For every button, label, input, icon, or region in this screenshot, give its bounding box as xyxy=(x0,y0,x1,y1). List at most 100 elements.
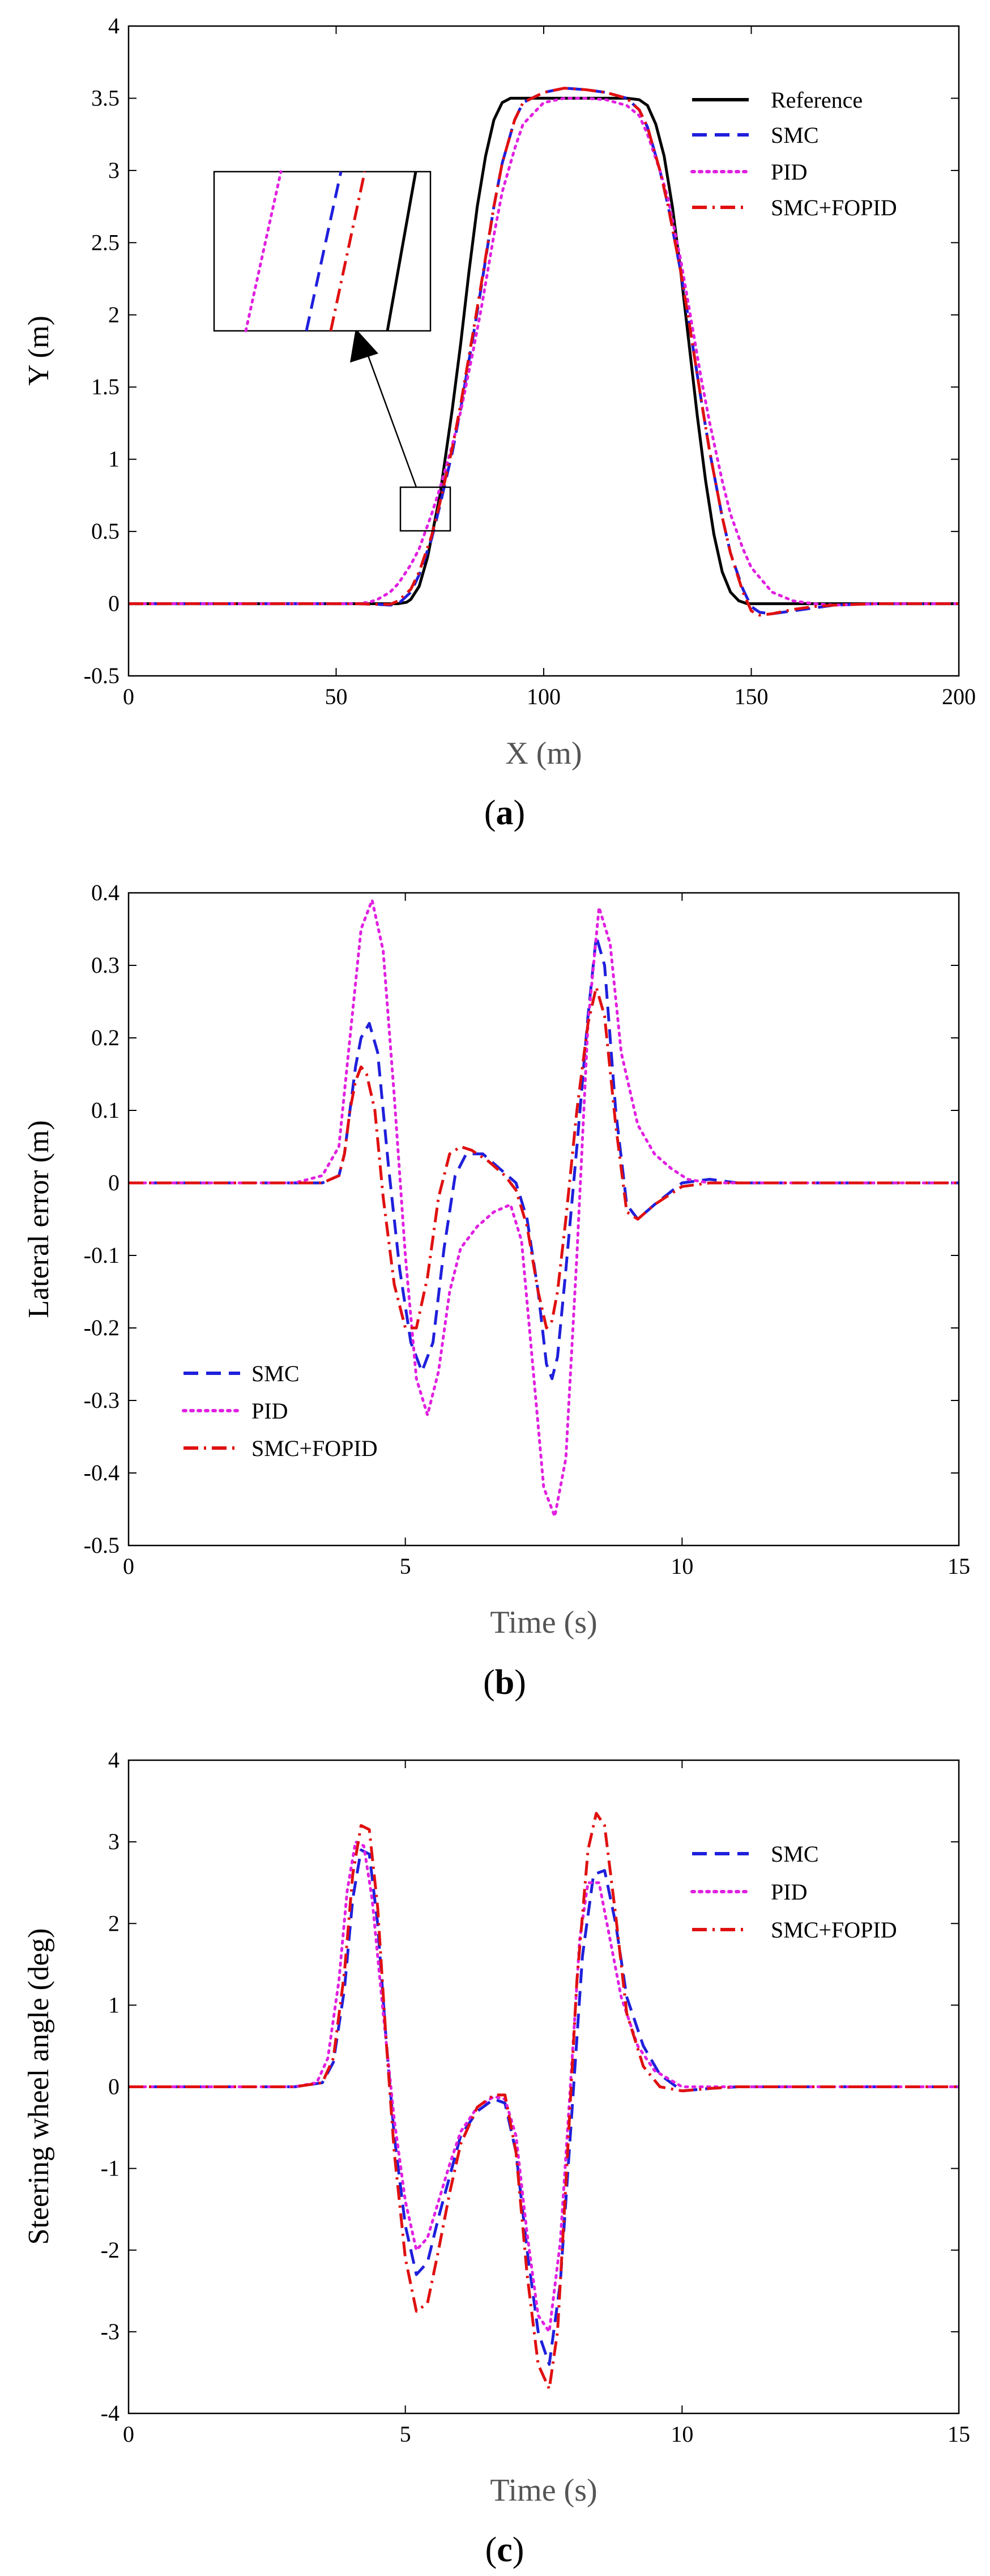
x-tick-label: 100 xyxy=(527,684,561,709)
series-c xyxy=(129,1812,959,2391)
caption-a: (a) xyxy=(484,794,525,832)
y-tick-label: 0.1 xyxy=(91,1097,120,1123)
y-tick-label: 3 xyxy=(108,157,120,183)
x-tick-label: 0 xyxy=(123,684,134,709)
x-ticks-a: 0 50 100 150 200 xyxy=(123,26,976,709)
y-tick-label: 1.5 xyxy=(91,374,120,399)
caption-c-close: ) xyxy=(513,2531,524,2569)
legend-reference-label: Reference xyxy=(771,87,863,113)
y-tick-label: 3.5 xyxy=(91,85,120,110)
legend-b: SMC PID SMC+FOPID xyxy=(182,1361,378,1461)
caption-b-close: ) xyxy=(514,1663,526,1702)
y-tick-label: -0.3 xyxy=(84,1387,120,1413)
series-line-pid xyxy=(129,96,959,607)
caption-a-letter: a xyxy=(496,794,514,832)
plot-area-b xyxy=(129,893,959,1545)
x-tick-label: 10 xyxy=(671,1553,693,1579)
y-tick-label: -0.4 xyxy=(84,1460,120,1485)
panel-c: -4 -3 -2 -1 0 1 2 3 4 0 5 10 15 SMC PID SMC+FOPID T… xyxy=(23,1747,970,2569)
x-tick-label: 5 xyxy=(400,1553,411,1579)
zoom-inset xyxy=(213,170,432,333)
y-axis-label-a: Y (m) xyxy=(23,316,55,386)
y-tick-label: 0.2 xyxy=(91,1025,120,1050)
series-line-smc xyxy=(129,87,959,615)
y-ticks-b: -0.5 -0.4 -0.3 -0.2 -0.1 0 0.1 0.2 0.3 0.4 xyxy=(84,880,959,1558)
y-tick-label: 0 xyxy=(108,1170,120,1195)
y-tick-label: 2 xyxy=(108,302,120,327)
series-a xyxy=(129,87,959,617)
series-line-pid xyxy=(129,1840,959,2334)
y-tick-label: 0.4 xyxy=(91,880,120,905)
x-axis-label-b: Time (s) xyxy=(490,1605,597,1640)
panel-a: -0.500.511.522.533.54 0 50 100 150 200 Refer… xyxy=(23,13,976,832)
y-axis-label-b: Lateral error (m) xyxy=(23,1120,55,1318)
x-tick-label: 10 xyxy=(671,2421,693,2447)
y-axis-label-c: Steering wheel angle (deg) xyxy=(23,1928,55,2245)
y-tick-label: 1 xyxy=(108,446,120,472)
legend-c-smcfopid-label: SMC+FOPID xyxy=(771,1917,897,1943)
legend-pid-label: PID xyxy=(771,159,807,185)
plot-area-a xyxy=(129,26,959,676)
legend-b-smcfopid-label: SMC+FOPID xyxy=(251,1436,378,1461)
x-tick-label: 0 xyxy=(123,1553,134,1579)
y-tick-label: -0.2 xyxy=(84,1315,120,1340)
legend-b-pid-label: PID xyxy=(251,1398,288,1424)
y-tick-label: 4 xyxy=(108,13,120,39)
legend-a: Reference SMC PID SMC+FOPID xyxy=(690,87,897,220)
y-tick-label: 1 xyxy=(108,1992,120,2017)
x-axis-label-c: Time (s) xyxy=(490,2473,597,2508)
x-tick-label: 5 xyxy=(400,2421,411,2447)
series-line-reference xyxy=(129,96,959,606)
series-line-smc xyxy=(129,1849,959,2366)
panel-b: -0.5 -0.4 -0.3 -0.2 -0.1 0 0.1 0.2 0.3 0.4 0 5 10 15… xyxy=(23,880,970,1702)
x-tick-label: 0 xyxy=(123,2421,134,2447)
y-tick-label: 0.5 xyxy=(91,518,120,544)
legend-smc-label: SMC xyxy=(771,122,819,148)
x-axis-label-a: X (m) xyxy=(505,736,582,771)
y-tick-label: 0 xyxy=(108,591,120,616)
y-tick-label: -4 xyxy=(101,2400,120,2426)
x-tick-label: 150 xyxy=(735,684,769,709)
caption-c: (c) xyxy=(485,2531,524,2569)
legend-c: SMC PID SMC+FOPID xyxy=(690,1841,897,1943)
plot-frame-a xyxy=(127,25,960,677)
y-tick-label: 0.3 xyxy=(91,952,120,978)
y-tick-label: -0.5 xyxy=(84,663,120,688)
legend-smcfopid-label: SMC+FOPID xyxy=(771,195,897,220)
y-tick-label: -0.5 xyxy=(84,1532,120,1558)
x-tick-label: 15 xyxy=(948,2421,970,2447)
inset-reference-line xyxy=(386,171,417,331)
y-tick-label: -2 xyxy=(101,2237,120,2263)
x-tick-label: 50 xyxy=(325,684,348,709)
plot-frame-c xyxy=(127,1759,960,2415)
y-tick-label: 2.5 xyxy=(91,229,120,255)
y-tick-label: -3 xyxy=(101,2319,120,2344)
y-tick-label: 4 xyxy=(108,1747,120,1773)
zoom-arrow xyxy=(367,355,417,488)
caption-b: (b) xyxy=(483,1663,526,1702)
legend-c-pid-label: PID xyxy=(771,1879,807,1905)
x-tick-label: 15 xyxy=(948,1553,970,1579)
y-tick-label: -0.1 xyxy=(84,1242,120,1268)
plot-frame-b xyxy=(127,892,960,1547)
caption-a-close: ) xyxy=(514,794,526,832)
y-tick-label: 2 xyxy=(108,1910,120,1936)
series-line-smc-fopid xyxy=(129,1812,959,2391)
caption-c-open: ( xyxy=(485,2531,497,2569)
series-line-smc-fopid xyxy=(129,87,959,617)
series-line-pid xyxy=(129,899,959,1518)
inset-pid-line xyxy=(244,170,283,333)
inset-smc-line xyxy=(305,171,343,331)
legend-b-smc-label: SMC xyxy=(251,1361,300,1386)
caption-c-letter: c xyxy=(497,2531,513,2569)
series-line-smc-fopid xyxy=(129,985,959,1330)
caption-b-open: ( xyxy=(483,1663,495,1702)
inset-smcfopid-line xyxy=(329,171,366,331)
y-ticks-a: -0.5 0 0.5 1 1.5 2 2.5 3 3.5 4 xyxy=(84,13,959,688)
y-tick-label: 3 xyxy=(108,1829,120,1854)
y-tick-label: -1 xyxy=(101,2156,120,2181)
caption-a-open: ( xyxy=(484,794,496,832)
caption-b-letter: b xyxy=(495,1663,514,1702)
x-tick-label: 200 xyxy=(942,684,976,709)
